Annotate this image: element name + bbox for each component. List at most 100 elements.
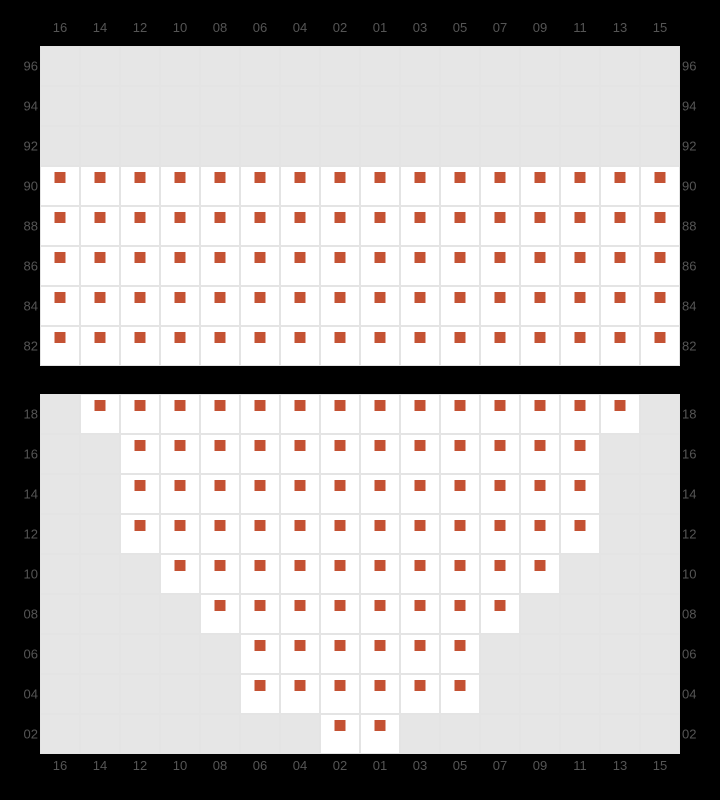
seat-cell[interactable] xyxy=(160,394,200,434)
seat-cell[interactable] xyxy=(280,206,320,246)
seat-cell[interactable] xyxy=(280,246,320,286)
seat-cell[interactable] xyxy=(440,166,480,206)
seat-cell[interactable] xyxy=(200,434,240,474)
seat-cell[interactable] xyxy=(400,674,440,714)
seat-cell[interactable] xyxy=(160,474,200,514)
seat-cell[interactable] xyxy=(320,714,360,754)
seat-cell[interactable] xyxy=(360,634,400,674)
seat-cell[interactable] xyxy=(80,394,120,434)
seat-cell[interactable] xyxy=(240,434,280,474)
seat-cell[interactable] xyxy=(480,514,520,554)
seat-cell[interactable] xyxy=(320,594,360,634)
seat-cell[interactable] xyxy=(480,166,520,206)
seat-cell[interactable] xyxy=(560,206,600,246)
seat-cell[interactable] xyxy=(440,434,480,474)
seat-cell[interactable] xyxy=(280,674,320,714)
seat-cell[interactable] xyxy=(280,514,320,554)
seat-cell[interactable] xyxy=(240,326,280,366)
seat-cell[interactable] xyxy=(480,594,520,634)
seat-cell[interactable] xyxy=(640,206,680,246)
seat-cell[interactable] xyxy=(440,674,480,714)
seat-cell[interactable] xyxy=(600,166,640,206)
seat-cell[interactable] xyxy=(80,246,120,286)
seat-cell[interactable] xyxy=(120,206,160,246)
seat-cell[interactable] xyxy=(440,474,480,514)
seat-cell[interactable] xyxy=(200,514,240,554)
seat-cell[interactable] xyxy=(520,434,560,474)
seat-cell[interactable] xyxy=(120,434,160,474)
seat-cell[interactable] xyxy=(240,514,280,554)
seat-cell[interactable] xyxy=(560,514,600,554)
seat-cell[interactable] xyxy=(40,166,80,206)
seat-cell[interactable] xyxy=(360,514,400,554)
seat-cell[interactable] xyxy=(200,554,240,594)
seat-cell[interactable] xyxy=(600,326,640,366)
seat-cell[interactable] xyxy=(600,286,640,326)
seat-cell[interactable] xyxy=(400,514,440,554)
seat-cell[interactable] xyxy=(520,474,560,514)
seat-cell[interactable] xyxy=(280,394,320,434)
seat-cell[interactable] xyxy=(520,246,560,286)
seat-cell[interactable] xyxy=(440,246,480,286)
seat-cell[interactable] xyxy=(160,166,200,206)
seat-cell[interactable] xyxy=(360,554,400,594)
seat-cell[interactable] xyxy=(400,594,440,634)
seat-cell[interactable] xyxy=(200,206,240,246)
seat-cell[interactable] xyxy=(400,554,440,594)
seat-cell[interactable] xyxy=(240,474,280,514)
seat-cell[interactable] xyxy=(400,206,440,246)
seat-cell[interactable] xyxy=(240,594,280,634)
seat-cell[interactable] xyxy=(360,206,400,246)
seat-cell[interactable] xyxy=(360,326,400,366)
seat-cell[interactable] xyxy=(160,206,200,246)
seat-cell[interactable] xyxy=(360,674,400,714)
seat-cell[interactable] xyxy=(520,326,560,366)
seat-cell[interactable] xyxy=(640,286,680,326)
seat-cell[interactable] xyxy=(40,326,80,366)
seat-cell[interactable] xyxy=(80,326,120,366)
seat-cell[interactable] xyxy=(240,394,280,434)
seat-cell[interactable] xyxy=(600,206,640,246)
seat-cell[interactable] xyxy=(440,514,480,554)
seat-cell[interactable] xyxy=(200,394,240,434)
seat-cell[interactable] xyxy=(160,434,200,474)
seat-cell[interactable] xyxy=(360,166,400,206)
seat-cell[interactable] xyxy=(160,246,200,286)
seat-cell[interactable] xyxy=(240,166,280,206)
seat-cell[interactable] xyxy=(200,326,240,366)
seat-cell[interactable] xyxy=(280,166,320,206)
seat-cell[interactable] xyxy=(560,434,600,474)
seat-cell[interactable] xyxy=(520,286,560,326)
seat-cell[interactable] xyxy=(440,394,480,434)
seat-cell[interactable] xyxy=(240,206,280,246)
seat-cell[interactable] xyxy=(120,474,160,514)
seat-cell[interactable] xyxy=(40,206,80,246)
seat-cell[interactable] xyxy=(400,434,440,474)
seat-cell[interactable] xyxy=(560,326,600,366)
seat-cell[interactable] xyxy=(80,206,120,246)
seat-cell[interactable] xyxy=(40,286,80,326)
seat-cell[interactable] xyxy=(440,286,480,326)
seat-cell[interactable] xyxy=(400,634,440,674)
seat-cell[interactable] xyxy=(360,286,400,326)
seat-cell[interactable] xyxy=(440,326,480,366)
seat-cell[interactable] xyxy=(400,246,440,286)
seat-cell[interactable] xyxy=(520,166,560,206)
seat-cell[interactable] xyxy=(520,514,560,554)
seat-cell[interactable] xyxy=(240,674,280,714)
seat-cell[interactable] xyxy=(440,634,480,674)
seat-cell[interactable] xyxy=(520,554,560,594)
seat-cell[interactable] xyxy=(560,474,600,514)
seat-cell[interactable] xyxy=(280,326,320,366)
seat-cell[interactable] xyxy=(440,594,480,634)
seat-cell[interactable] xyxy=(280,594,320,634)
seat-cell[interactable] xyxy=(280,434,320,474)
seat-cell[interactable] xyxy=(560,394,600,434)
seat-cell[interactable] xyxy=(280,634,320,674)
seat-cell[interactable] xyxy=(640,326,680,366)
seat-cell[interactable] xyxy=(120,166,160,206)
seat-cell[interactable] xyxy=(320,206,360,246)
seat-cell[interactable] xyxy=(80,166,120,206)
seat-cell[interactable] xyxy=(320,514,360,554)
seat-cell[interactable] xyxy=(320,674,360,714)
